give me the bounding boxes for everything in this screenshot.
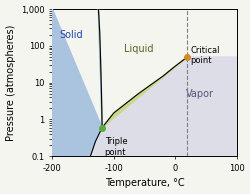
Text: Liquid: Liquid [124,44,153,55]
Text: Solid: Solid [59,30,82,40]
Y-axis label: Pressure (atmospheres): Pressure (atmospheres) [6,24,16,141]
Text: Vapor: Vapor [186,89,214,99]
Polygon shape [98,9,188,128]
Text: Triple
point: Triple point [104,137,127,157]
Text: Critical
point: Critical point [190,46,220,65]
Polygon shape [52,9,102,194]
Polygon shape [52,57,236,194]
X-axis label: Temperature, °C: Temperature, °C [105,178,184,188]
